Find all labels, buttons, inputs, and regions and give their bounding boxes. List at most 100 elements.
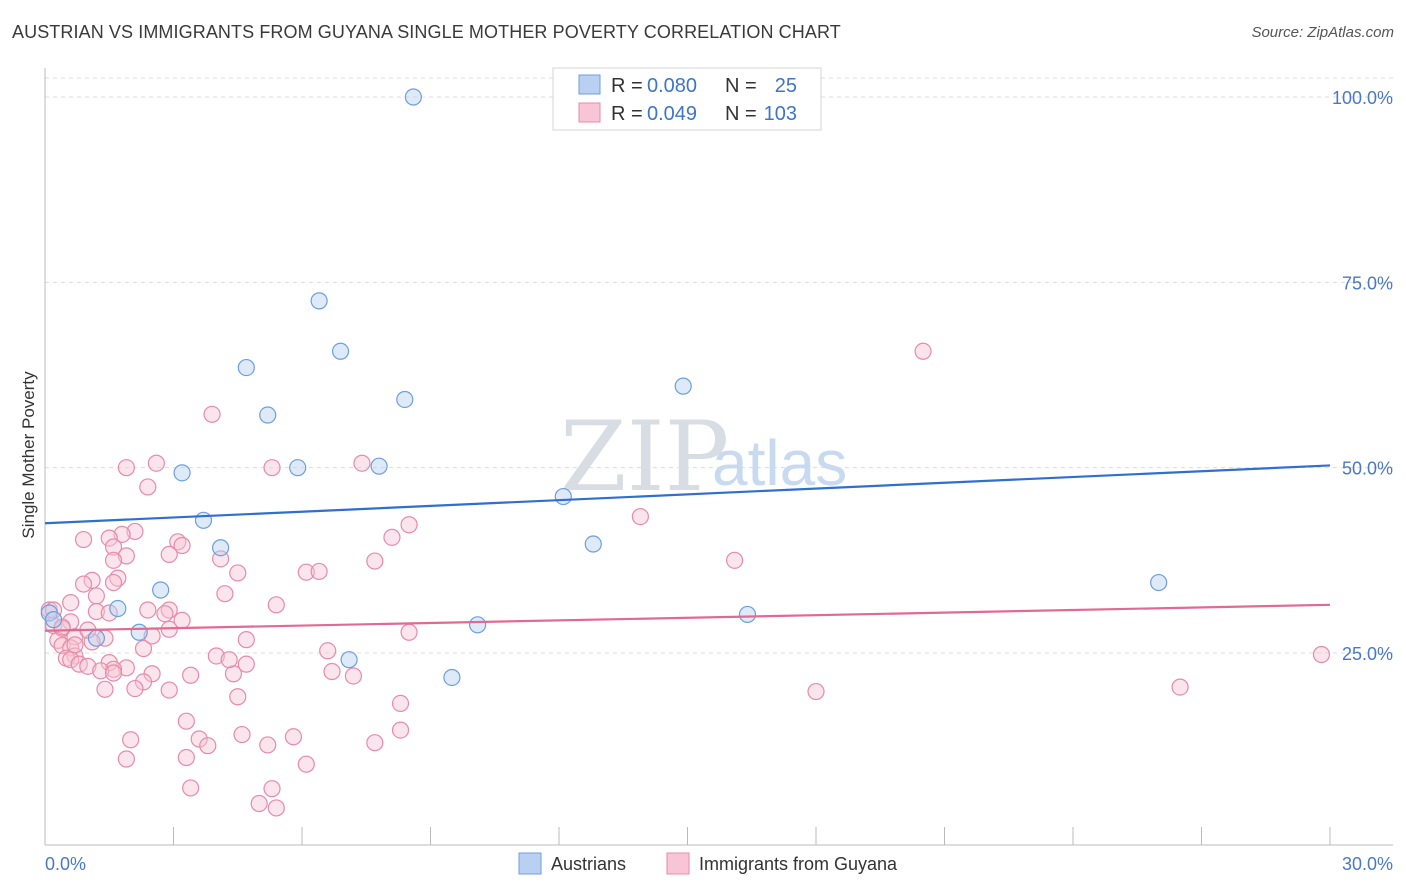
data-point	[130, 623, 148, 641]
data-point	[443, 668, 461, 687]
data-point	[366, 552, 384, 570]
bottom-legend-austrians: Austrians	[551, 854, 626, 874]
data-point	[229, 564, 247, 582]
data-point	[807, 682, 825, 701]
data-point	[289, 459, 307, 477]
data-point	[404, 88, 422, 106]
data-point	[79, 657, 97, 675]
data-point	[62, 593, 80, 612]
data-point	[160, 545, 178, 564]
y-axis-label: Single Mother Poverty	[19, 371, 38, 539]
legend-r-value-1: 0.080	[647, 75, 697, 97]
data-point	[674, 377, 692, 395]
data-point	[156, 605, 174, 623]
data-point	[259, 736, 277, 754]
data-point	[297, 755, 315, 773]
series-legend: Austrians Immigrants from Guyana	[518, 852, 898, 875]
y-tick-labels: 25.0% 50.0% 75.0% 100.0%	[1332, 88, 1393, 664]
data-point	[96, 680, 114, 698]
data-point	[139, 478, 157, 496]
data-point	[126, 679, 144, 698]
trend-line-austrians	[44, 464, 1331, 525]
data-point	[1150, 573, 1168, 592]
data-point	[914, 342, 932, 360]
stats-legend: R = 0.080 N = 25 R = 0.049 N = 103	[552, 67, 822, 131]
data-point	[109, 599, 127, 618]
data-point	[584, 535, 602, 553]
data-point	[220, 651, 238, 669]
legend-n-value-1: 25	[775, 75, 797, 97]
data-point	[104, 660, 123, 678]
data-point	[117, 750, 135, 768]
x-tick-label: 30.0%	[1342, 854, 1393, 874]
watermark-atlas: atlas	[712, 427, 847, 499]
trend-layer	[44, 464, 1331, 632]
legend-r-value-2: 0.049	[647, 103, 697, 125]
x-tick-label: 0.0%	[45, 854, 86, 874]
data-point	[391, 694, 410, 713]
data-point	[182, 779, 200, 797]
y-tick-label: 75.0%	[1342, 273, 1393, 293]
data-point	[267, 799, 285, 817]
data-point	[284, 728, 303, 746]
data-point	[396, 390, 414, 409]
data-point	[233, 725, 251, 744]
data-point	[263, 459, 281, 477]
data-point	[83, 571, 101, 589]
data-point	[104, 551, 123, 569]
data-point	[237, 631, 255, 649]
data-point	[400, 516, 418, 534]
data-point	[139, 601, 157, 619]
data-point	[237, 358, 255, 377]
bottom-legend-swatch-austrians	[518, 852, 542, 875]
data-point	[1312, 645, 1331, 664]
data-point	[738, 605, 757, 624]
data-point	[631, 507, 649, 526]
data-point	[366, 734, 384, 752]
trend-line-guyana	[44, 603, 1331, 632]
legend-n-label-2: N =	[725, 103, 757, 125]
data-point	[216, 585, 234, 603]
data-point	[353, 454, 371, 472]
data-point	[100, 529, 118, 547]
x-tick-labels: 0.0% 30.0%	[45, 854, 1393, 874]
data-point	[87, 629, 106, 647]
data-point	[177, 748, 195, 767]
data-point	[203, 405, 221, 423]
data-point	[74, 530, 93, 549]
data-point	[250, 794, 268, 813]
data-point	[259, 406, 277, 424]
data-point	[87, 602, 106, 621]
data-point	[117, 459, 135, 477]
data-point	[370, 457, 388, 475]
data-point	[237, 655, 255, 673]
data-point	[92, 662, 110, 680]
data-point	[190, 730, 208, 748]
data-point	[199, 737, 217, 755]
data-point	[173, 464, 191, 482]
data-point	[400, 623, 418, 641]
data-point	[1171, 678, 1189, 696]
data-point	[319, 642, 337, 660]
chart-title: AUSTRIAN VS IMMIGRANTS FROM GUYANA SINGL…	[12, 22, 841, 42]
data-point	[173, 611, 191, 629]
legend-swatch-guyana	[578, 102, 601, 123]
y-tick-label: 25.0%	[1342, 644, 1393, 664]
data-point	[147, 454, 165, 472]
bottom-legend-swatch-guyana	[666, 852, 690, 875]
data-point	[104, 538, 123, 556]
series-austrians	[40, 88, 1168, 687]
data-point	[554, 487, 572, 506]
data-point	[340, 651, 358, 669]
legend-n-label-1: N =	[725, 75, 757, 97]
data-point	[117, 659, 135, 677]
data-point	[122, 731, 140, 749]
data-point	[323, 662, 341, 681]
y-tick-label: 50.0%	[1342, 459, 1393, 479]
data-point	[87, 587, 106, 605]
data-point	[134, 639, 153, 658]
data-point	[66, 636, 84, 654]
data-point	[134, 673, 153, 691]
legend-r-label-1: R =	[611, 75, 643, 97]
